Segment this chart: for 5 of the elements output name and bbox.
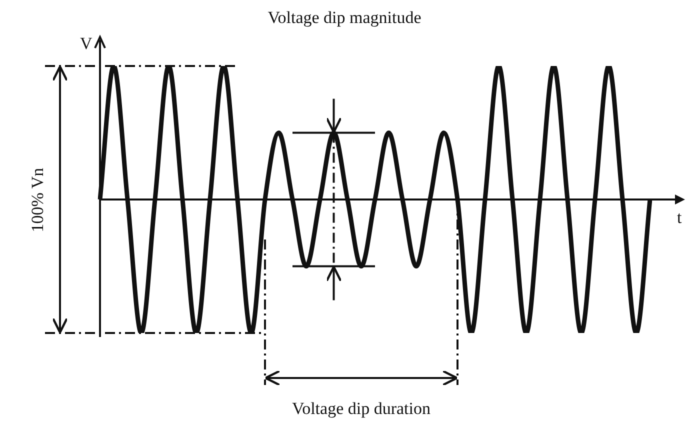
text: Voltage dip magnitude bbox=[266, 8, 422, 28]
text: 100% Vn bbox=[28, 167, 48, 232]
y-axis-title: V bbox=[80, 34, 92, 54]
text: Voltage dip duration bbox=[291, 399, 432, 419]
x-axis-title: t bbox=[677, 208, 682, 228]
